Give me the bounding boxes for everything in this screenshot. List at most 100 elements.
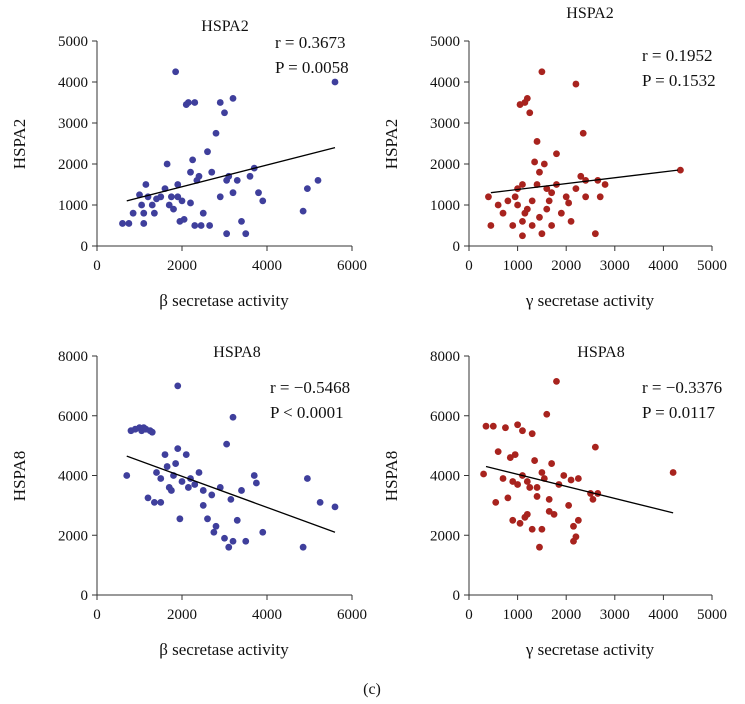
x-axis-label: β secretase activity <box>159 291 289 310</box>
y-tick-label: 4000 <box>58 469 88 485</box>
data-point <box>144 494 152 502</box>
y-tick-label: 4000 <box>430 75 460 91</box>
data-point <box>163 463 171 470</box>
data-point <box>123 472 131 479</box>
data-point <box>255 189 262 197</box>
y-tick-label: 2000 <box>58 528 88 544</box>
data-point <box>191 222 199 229</box>
data-point <box>174 382 182 390</box>
x-tick-label: 4000 <box>252 607 282 623</box>
data-point <box>519 427 526 435</box>
data-point <box>212 522 220 530</box>
data-point <box>550 510 558 518</box>
data-point <box>538 68 546 76</box>
data-point <box>331 78 339 86</box>
data-point <box>577 172 585 180</box>
data-point <box>514 481 521 488</box>
data-point <box>511 193 519 201</box>
p-value: P = 0.0058 <box>275 58 349 77</box>
data-point <box>526 109 534 117</box>
data-point <box>129 209 137 217</box>
data-point <box>221 534 228 542</box>
data-point <box>591 230 599 238</box>
data-point <box>197 222 205 229</box>
trend-line <box>490 169 679 194</box>
y-tick-label: 0 <box>81 239 89 255</box>
data-point <box>596 193 604 201</box>
data-point <box>538 525 546 533</box>
x-tick-label: 3000 <box>600 258 630 274</box>
panel-hspa2-beta: HSPA2 r = 0.3673 P = 0.0058 β secretase … <box>10 18 367 310</box>
y-tick-label: 8000 <box>58 349 88 365</box>
data-point <box>499 209 507 217</box>
data-point <box>172 68 180 76</box>
y-tick-label: 4000 <box>58 75 88 91</box>
x-tick-label: 5000 <box>697 607 727 623</box>
data-point <box>176 515 184 523</box>
data-point <box>601 181 609 188</box>
data-point <box>574 516 582 524</box>
data-point <box>519 218 526 225</box>
data-point <box>223 440 231 448</box>
data-point <box>528 222 536 229</box>
data-point <box>572 185 580 193</box>
data-point <box>199 209 207 217</box>
y-tick-label: 2000 <box>430 528 460 544</box>
data-point <box>536 543 543 551</box>
x-tick-label: 6000 <box>337 258 367 274</box>
data-point <box>195 172 203 180</box>
data-point <box>560 472 568 479</box>
data-point <box>227 496 235 503</box>
data-point <box>669 469 677 476</box>
data-point <box>499 475 507 482</box>
data-point <box>545 507 553 515</box>
data-point <box>167 193 175 201</box>
data-point <box>199 501 207 509</box>
data-point <box>238 487 245 494</box>
data-point <box>553 377 560 385</box>
y-axis-label: HSPA8 <box>10 451 29 501</box>
data-point <box>331 503 339 511</box>
data-point <box>170 205 177 213</box>
data-point <box>157 475 165 482</box>
data-point <box>523 510 531 518</box>
x-tick-label: 4000 <box>648 607 678 623</box>
data-point <box>148 201 156 209</box>
data-point <box>303 185 311 193</box>
x-axis-label: γ secretase activity <box>525 291 655 310</box>
y-tick-label: 6000 <box>430 409 460 425</box>
x-tick-label: 1000 <box>503 607 533 623</box>
data-point <box>229 189 237 197</box>
data-point <box>565 501 573 509</box>
x-tick-label: 0 <box>93 607 101 623</box>
data-point <box>543 185 551 193</box>
panel-title: HSPA2 <box>566 5 613 22</box>
data-point <box>482 422 490 430</box>
data-point <box>514 421 521 429</box>
data-point <box>216 99 224 106</box>
data-point <box>553 150 560 158</box>
y-tick-label: 1000 <box>58 198 88 214</box>
x-tick-label: 2000 <box>167 258 197 274</box>
data-point <box>204 148 211 156</box>
data-point <box>184 484 192 491</box>
trend-line <box>126 146 336 202</box>
data-point <box>509 516 517 524</box>
y-axis-label: HSPA2 <box>10 119 29 169</box>
panel-title: HSPA8 <box>213 344 260 361</box>
data-point <box>142 181 150 188</box>
p-value: P = 0.0117 <box>642 403 716 422</box>
data-point <box>242 537 250 545</box>
data-point <box>303 475 311 482</box>
data-point <box>229 95 237 102</box>
data-point <box>250 472 258 479</box>
data-point <box>187 199 194 207</box>
data-point <box>514 201 521 209</box>
data-point <box>259 197 267 205</box>
data-point <box>582 193 590 201</box>
x-tick-label: 6000 <box>337 607 367 623</box>
data-point <box>506 454 514 461</box>
data-point <box>526 484 534 491</box>
data-point <box>238 218 245 225</box>
data-point <box>548 189 556 197</box>
